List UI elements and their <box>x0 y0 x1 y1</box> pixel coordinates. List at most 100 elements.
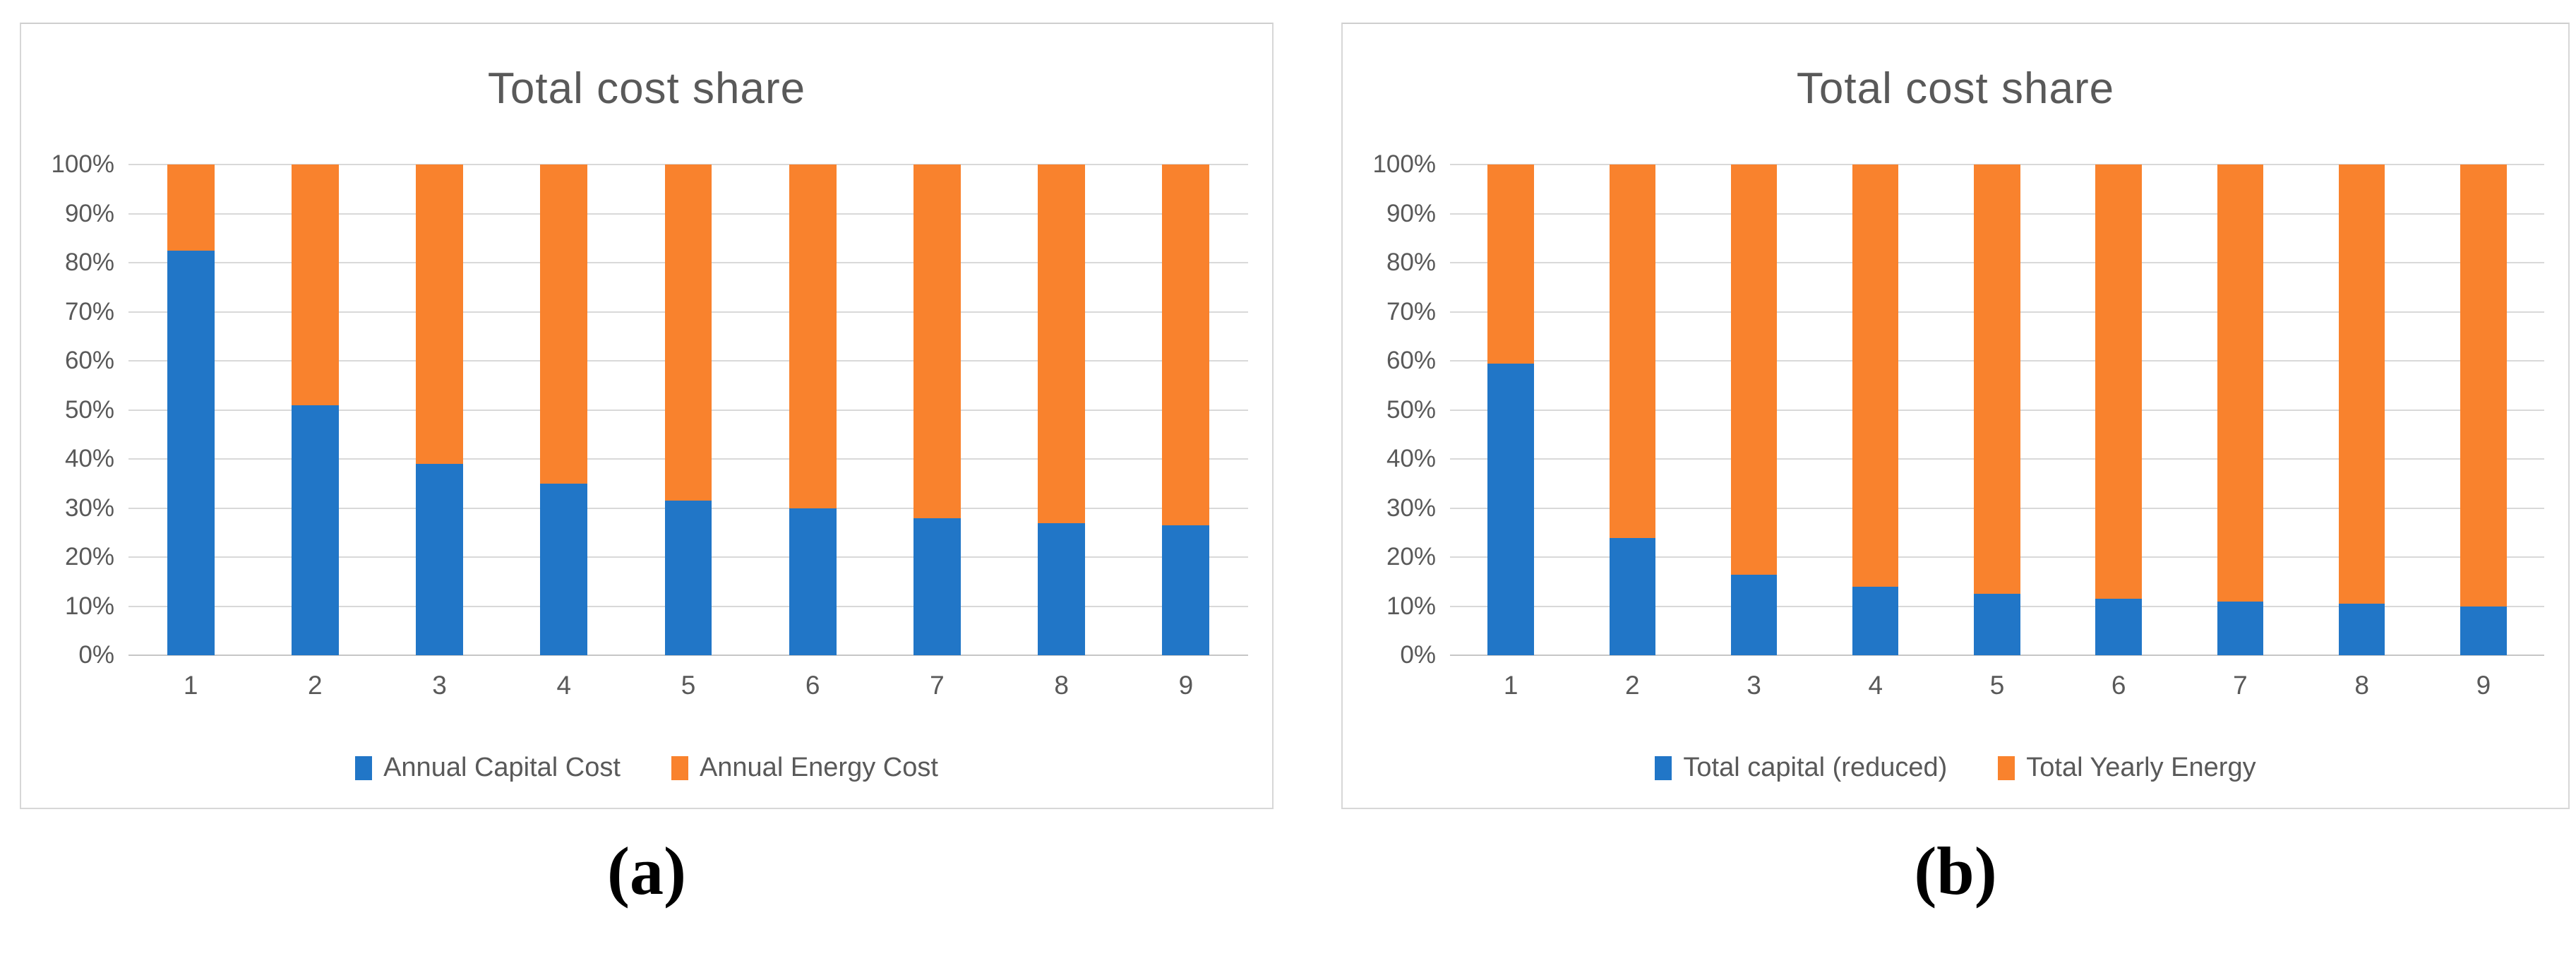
stacked-bar-category-5 <box>1974 165 2020 656</box>
stacked-bar-category-6 <box>789 165 837 656</box>
y-tick-label: 60% <box>1386 347 1436 375</box>
y-tick-label: 70% <box>1386 297 1436 325</box>
legend-item: Total Yearly Energy <box>1998 753 2256 783</box>
stacked-bar-category-7 <box>913 165 961 656</box>
legend-label: Total capital (reduced) <box>1683 753 1948 783</box>
y-tick-label: 80% <box>1386 249 1436 277</box>
y-tick-label: 90% <box>64 199 114 227</box>
capital-segment <box>789 508 837 656</box>
capital-segment <box>1609 537 1656 656</box>
y-tick-label: 40% <box>64 445 114 473</box>
bar-slot <box>2058 165 2179 656</box>
capital-segment <box>2217 601 2264 656</box>
y-tick-label: 10% <box>64 592 114 620</box>
chart-title: Total cost share <box>487 64 806 113</box>
legend-item: Annual Energy Cost <box>671 753 938 783</box>
y-tick-label: 30% <box>64 494 114 522</box>
capital-segment <box>291 405 339 656</box>
two-panel-figure: Total cost share 0% 10% 20% 30% 40% 50% 60% 70%… <box>20 23 2576 905</box>
legend-swatch <box>1655 755 1672 780</box>
legend-item: Annual Capital Cost <box>355 753 621 783</box>
capital-segment <box>540 484 588 656</box>
chart-panels-row: Total cost share 0% 10% 20% 30% 40% 50% 60% 70%… <box>20 23 2576 809</box>
stacked-bar-category-9 <box>2460 165 2507 656</box>
stacked-bar-category-8 <box>2338 165 2385 656</box>
stacked-bar-category-2 <box>291 165 339 656</box>
y-tick-label: 100% <box>1372 150 1436 179</box>
legend-item: Total capital (reduced) <box>1655 753 1947 783</box>
bar-slot <box>1815 165 1936 656</box>
bar-slot <box>2423 165 2544 656</box>
x-tick-label: 2 <box>1625 671 1640 700</box>
capital-segment <box>1974 594 2020 656</box>
bar-slot <box>1693 165 1814 656</box>
x-tick-label: 9 <box>1178 671 1194 700</box>
x-tick-label: 7 <box>2233 671 2248 700</box>
y-tick-label: 0% <box>1400 641 1436 669</box>
x-tick-label: 8 <box>1054 671 1069 700</box>
x-axis-labels: 1 2 3 4 5 6 7 8 9 <box>1450 671 2544 700</box>
plot-row: 0% 10% 20% 30% 40% 50% 60% 70% 80% 90% 100% <box>1343 150 2568 669</box>
capital-segment <box>167 250 215 656</box>
stacked-bar-category-5 <box>664 165 712 656</box>
bar-slot <box>1000 165 1124 656</box>
x-tick-label: 3 <box>1747 671 1761 700</box>
chart-panel-b: Total cost share 0% 10% 20% 30% 40% 50% 60% 70%… <box>1341 23 2570 809</box>
captions-row: (a) (b) <box>20 837 2576 905</box>
x-axis-line <box>1450 655 2544 657</box>
capital-segment <box>913 518 961 656</box>
bar-slot <box>128 165 253 656</box>
y-axis-labels: 0% 10% 20% 30% 40% 50% 60% 70% 80% 90% 100% <box>1343 150 1450 669</box>
stacked-bar-category-2 <box>1609 165 1656 656</box>
x-tick-label: 1 <box>183 671 198 700</box>
capital-segment <box>2095 599 2142 656</box>
legend-label: Annual Energy Cost <box>699 753 938 783</box>
x-tick-label: 9 <box>2476 671 2491 700</box>
x-tick-label: 6 <box>2111 671 2126 700</box>
stacked-bar-category-3 <box>1730 165 1778 656</box>
capital-segment <box>1852 587 1899 656</box>
stacked-bar-category-3 <box>416 165 464 656</box>
capital-segment <box>1730 574 1778 656</box>
y-tick-label: 100% <box>51 150 114 179</box>
bar-slot <box>1124 165 1248 656</box>
y-tick-label: 20% <box>1386 543 1436 571</box>
y-tick-label: 70% <box>64 297 114 325</box>
capital-segment <box>1487 363 1534 656</box>
legend-swatch <box>1998 755 2015 780</box>
capital-segment <box>1038 522 1086 656</box>
y-tick-label: 30% <box>1386 494 1436 522</box>
chart-panel-a: Total cost share 0% 10% 20% 30% 40% 50% 60% 70%… <box>20 23 1274 809</box>
x-axis-labels: 1 2 3 4 5 6 7 8 9 <box>128 671 1248 700</box>
y-tick-label: 20% <box>64 543 114 571</box>
bars-layer <box>1450 165 2544 656</box>
y-tick-label: 90% <box>1386 199 1436 227</box>
legend: Total capital (reduced) Total Yearly Ener… <box>1343 753 2568 783</box>
bar-slot <box>750 165 875 656</box>
bar-slot <box>1450 165 1571 656</box>
y-tick-label: 0% <box>78 641 114 669</box>
bar-slot <box>626 165 750 656</box>
y-tick-label: 10% <box>1386 592 1436 620</box>
capital-segment <box>1162 525 1210 656</box>
y-tick-label: 80% <box>64 249 114 277</box>
plot-row: 0% 10% 20% 30% 40% 50% 60% 70% 80% 90% 100% <box>21 150 1272 669</box>
plot-area <box>1450 164 2544 657</box>
x-tick-label: 2 <box>308 671 323 700</box>
stacked-bar-category-8 <box>1038 165 1086 656</box>
x-tick-label: 6 <box>805 671 820 700</box>
bar-slot <box>253 165 377 656</box>
x-tick-label: 7 <box>930 671 945 700</box>
stacked-bar-category-9 <box>1162 165 1210 656</box>
bar-slot <box>1571 165 1693 656</box>
x-tick-label: 4 <box>1868 671 1883 700</box>
x-tick-label: 4 <box>556 671 572 700</box>
capital-segment <box>2460 606 2507 656</box>
y-tick-label: 60% <box>64 347 114 375</box>
legend: Annual Capital Cost Annual Energy Cost <box>21 753 1272 783</box>
capital-segment <box>416 464 464 656</box>
bar-slot <box>377 165 501 656</box>
caption-b: (b) <box>1914 833 1997 909</box>
x-axis-line <box>128 655 1248 657</box>
stacked-bar-category-4 <box>540 165 588 656</box>
